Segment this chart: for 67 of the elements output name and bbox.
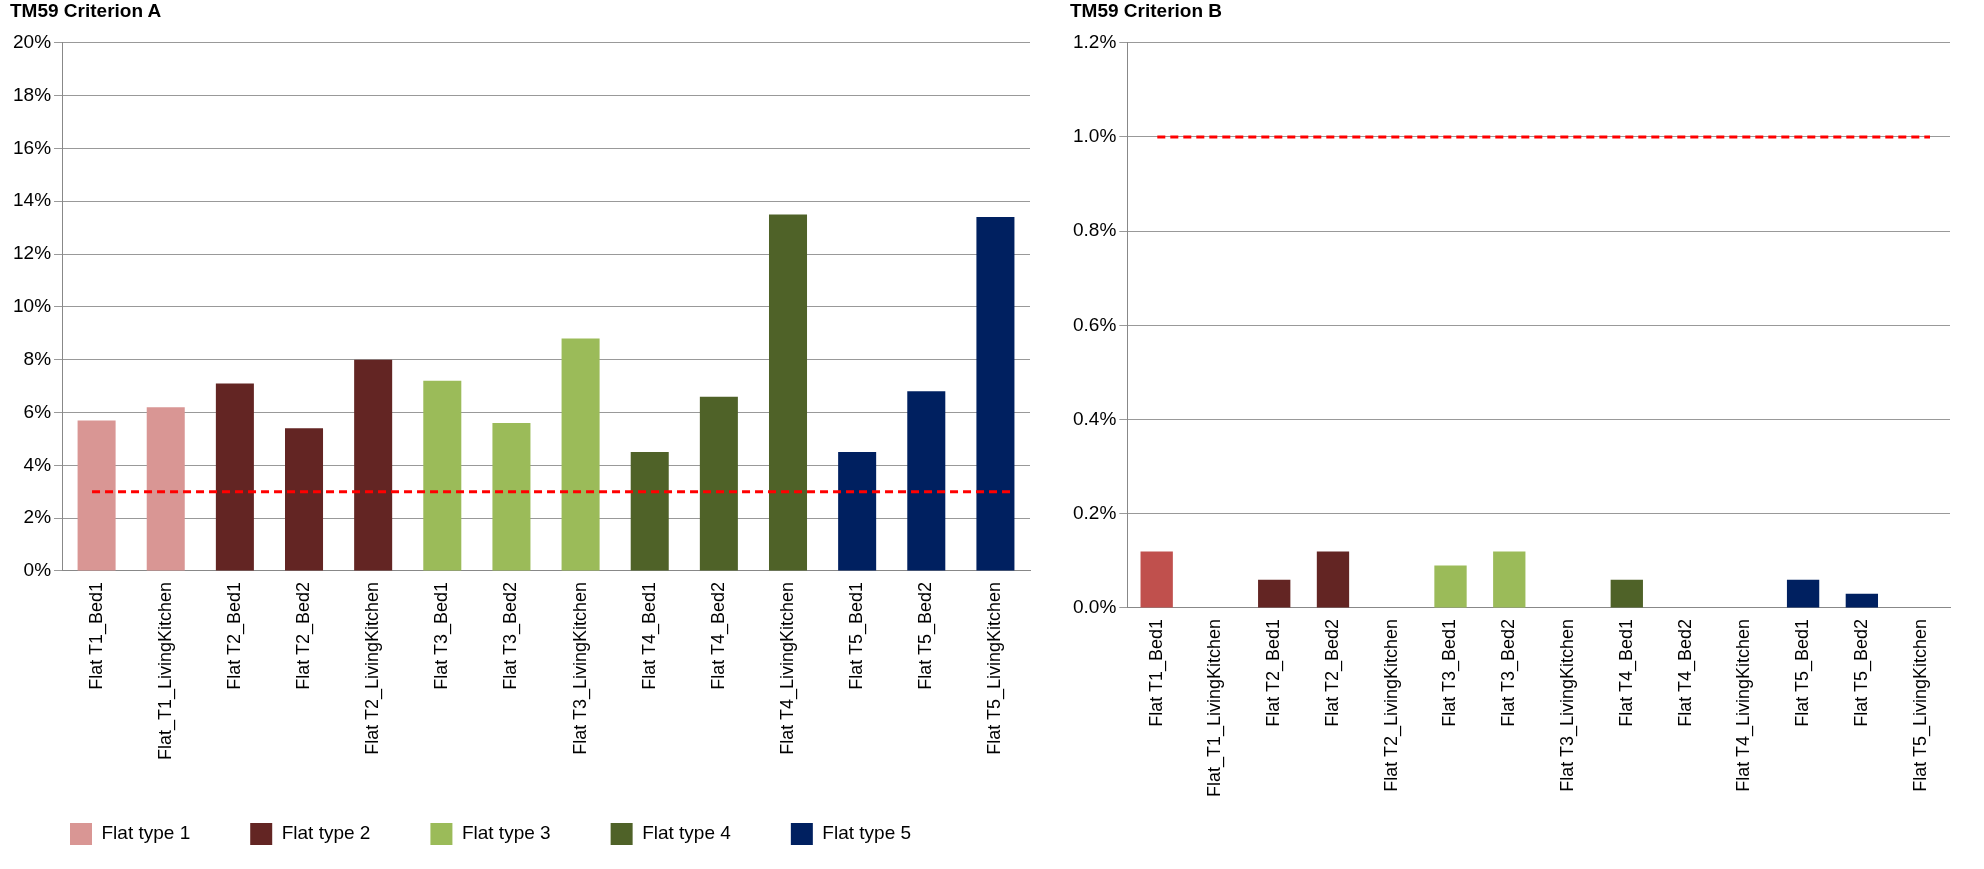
y-tick-label: 18% [13,83,52,105]
x-tick-label: Flat T2_LivingKitchen [362,581,384,755]
x-tick-label: Flat T3_LivingKitchen [1557,618,1578,792]
y-tick-label: 20% [13,31,52,53]
y-tick-label: 1.2% [1072,31,1117,53]
bar [146,407,185,571]
x-tick-label: Flat T2_Bed2 [1321,618,1343,727]
bar [492,423,531,571]
x-tick-label: Flat T4_LivingKitchen [776,581,798,755]
legend-label: Flat type 3 [461,822,551,844]
y-tick-label: 0.6% [1072,313,1117,335]
y-tick-label: 10% [13,295,52,317]
y-tick-label: 0% [23,559,52,581]
x-tick-label: Flat T1_Bed1 [1145,618,1167,727]
bar [976,217,1015,571]
legend-label: Flat type 2 [281,822,371,844]
x-tick-label: Flat T4_LivingKitchen [1733,618,1755,792]
y-tick-label: 0.2% [1072,501,1117,523]
x-tick-label: Flat_T1_LivingKitchen [1204,618,1226,798]
chart-title: TM59 Criterion B [1070,0,1223,21]
x-tick-label: Flat T3_LivingKitchen [569,581,591,755]
bar [423,380,462,571]
x-tick-label: Flat T3_Bed2 [500,581,522,690]
bar [77,420,116,571]
x-tick-label: Flat T4_Bed1 [638,581,660,690]
y-tick-label: 4% [23,453,52,475]
x-tick-label: Flat T4_Bed2 [707,581,729,690]
bar [907,391,946,571]
y-tick-label: 0.4% [1072,407,1117,429]
x-tick-label: Flat T5_LivingKitchen [1909,618,1931,792]
x-tick-label: Flat T2_Bed1 [1263,618,1285,727]
bar [285,428,324,571]
x-tick-label: Flat T5_LivingKitchen [984,581,1006,755]
bar [561,338,600,571]
y-tick-label: 16% [13,136,52,158]
y-tick-label: 2% [23,506,52,528]
x-tick-label: Flat T3_Bed1 [431,581,453,690]
x-tick-label: Flat T4_Bed2 [1674,618,1696,727]
legend-label: Flat type 5 [822,822,912,844]
x-tick-label: Flat T2_Bed2 [292,581,314,690]
x-tick-label: Flat T5_Bed1 [846,581,868,690]
bar [768,214,808,571]
chart-title: TM59 Criterion A [10,0,162,21]
x-tick-label: Flat T2_Bed1 [223,581,245,690]
y-tick-label: 0.0% [1072,596,1117,618]
x-tick-label: Flat T4_Bed1 [1615,618,1637,727]
x-tick-label: Flat T5_Bed2 [915,581,937,690]
x-tick-label: Flat T2_LivingKitchen [1380,618,1402,792]
y-tick-label: 14% [13,189,52,211]
x-tick-label: Flat T3_Bed1 [1439,618,1461,727]
bar [838,452,877,571]
y-tick-label: 1.0% [1072,125,1117,147]
bar [215,383,254,571]
x-tick-label: Flat T1_Bed1 [85,581,107,690]
x-tick-label: Flat_T1_LivingKitchen [154,581,176,761]
x-tick-label: Flat T5_Bed2 [1850,618,1872,727]
bar [699,396,738,571]
x-tick-label: Flat T3_Bed2 [1498,618,1520,727]
bar [354,359,393,571]
y-tick-label: 8% [23,347,52,369]
legend-label: Flat type 4 [642,822,732,844]
y-tick-label: 0.8% [1072,219,1117,241]
bar [630,452,669,571]
x-tick-label: Flat T5_Bed1 [1792,618,1814,727]
y-tick-label: 12% [13,242,52,264]
y-tick-label: 6% [23,400,52,422]
legend-label: Flat type 1 [101,822,191,844]
